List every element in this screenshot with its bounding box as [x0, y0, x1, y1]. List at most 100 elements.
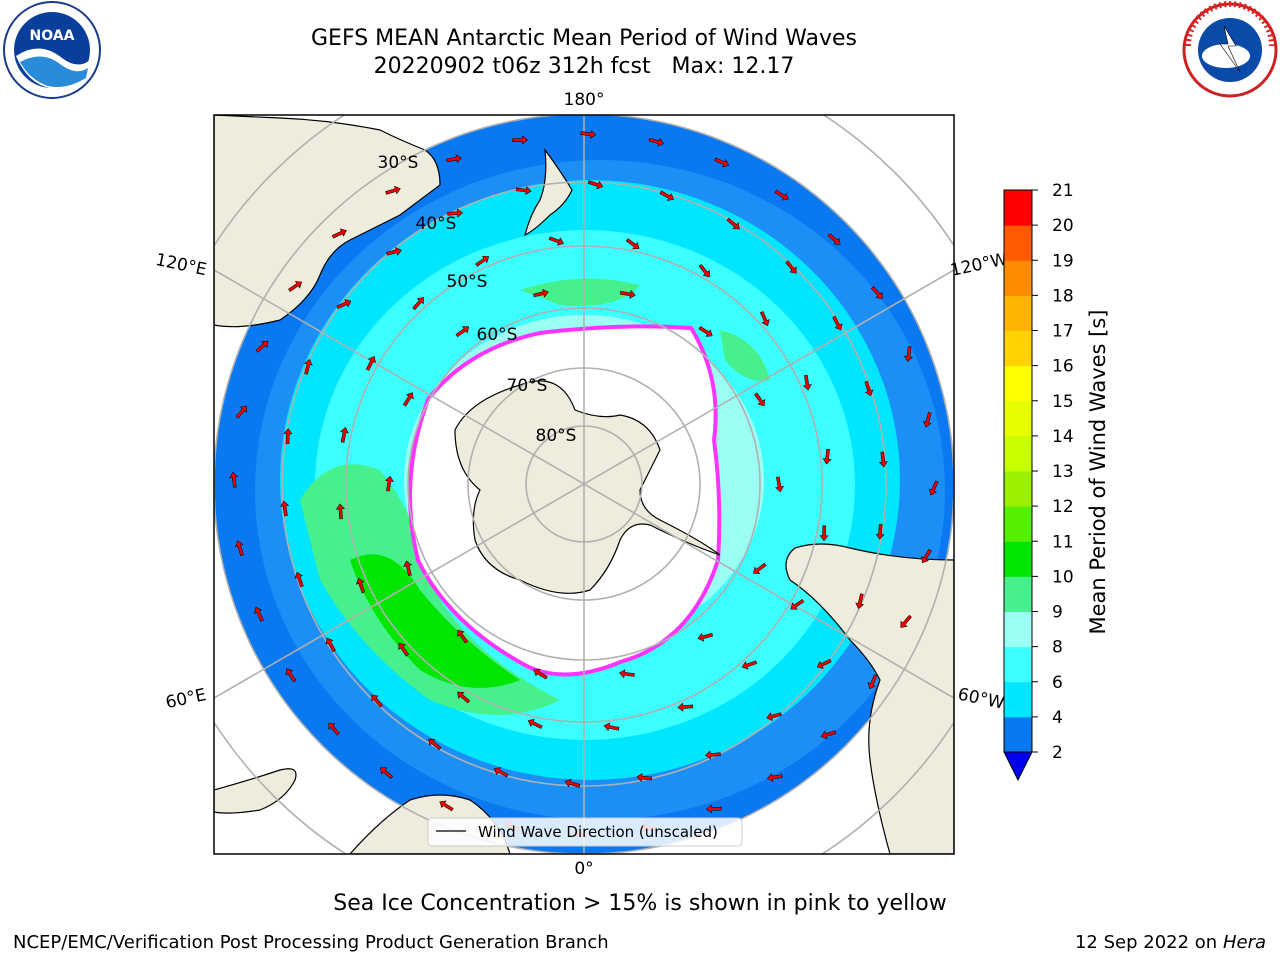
lon-label-180: 180°: [564, 90, 605, 110]
wind-wave-arrow: [412, 297, 424, 311]
colorbar-label: Mean Period of Wind Waves [s]: [1086, 310, 1110, 635]
wind-wave-arrow: [384, 475, 394, 492]
nws-logo-icon: [1182, 1, 1278, 98]
colorbar-tick-label: 10: [1052, 567, 1074, 587]
wind-wave-arrow: [548, 236, 564, 246]
wind-wave-arrow: [325, 637, 336, 653]
wind-wave-arrow: [827, 233, 841, 245]
wind-wave-arrow: [285, 668, 297, 683]
map-frame: [213, 114, 955, 855]
wind-wave-arrow: [785, 260, 797, 274]
wind-wave-arrow: [832, 315, 843, 331]
colorbar-tick-label: 17: [1052, 322, 1074, 342]
colorbar-segment: [1004, 365, 1032, 402]
wind-wave-arrow: [255, 340, 269, 353]
wind-wave-arrow: [512, 135, 528, 145]
wind-wave-arrow: [493, 767, 509, 778]
colorbar-tick-label: 16: [1052, 357, 1074, 377]
wind-wave-arrow: [475, 255, 490, 267]
wind-wave-arrow: [822, 448, 832, 465]
colorbar-segment: [1004, 611, 1032, 648]
wind-wave-arrow: [855, 593, 865, 609]
noaa-logo-text: NOAA: [30, 28, 75, 44]
wind-wave-arrow: [603, 722, 620, 732]
wind-wave-arrow: [677, 702, 694, 712]
colorbar-tick-label: 13: [1052, 462, 1074, 482]
lat-label-40s: 40°S: [416, 214, 457, 234]
colorbar-tick-label: 4: [1052, 708, 1063, 728]
colorbar-segment: [1004, 681, 1032, 718]
wind-wave-arrow: [335, 503, 345, 520]
wind-wave-arrow: [767, 773, 783, 782]
wind-wave-arrow: [698, 326, 713, 337]
wind-wave-arrow: [253, 606, 264, 622]
wind-wave-arrow: [294, 571, 304, 588]
wind-wave-arrow: [455, 326, 470, 338]
wind-wave-arrow: [878, 451, 888, 468]
wind-wave-arrow: [871, 286, 883, 300]
wind-wave-arrow: [659, 190, 675, 201]
noaa-logo-icon: NOAA: [3, 1, 101, 99]
wind-wave-arrow: [385, 185, 401, 195]
colorbar-tick-label: 20: [1052, 216, 1074, 236]
wind-wave-arrow: [648, 137, 665, 147]
wind-wave-arrow: [365, 355, 376, 371]
wind-wave-arrow: [714, 157, 730, 168]
colorbar-segment: [1004, 190, 1032, 226]
wind-wave-arrow: [229, 471, 239, 488]
wind-wave-arrow: [533, 288, 549, 298]
wind-wave-arrow: [288, 281, 303, 292]
lat-label-80s: 80°S: [536, 426, 577, 446]
wind-wave-arrow: [355, 577, 366, 594]
wind-wave-arrow: [922, 412, 932, 428]
wind-wave-arrow: [403, 560, 413, 577]
wind-wave-arrow: [705, 750, 721, 760]
colorbar-segment: [1004, 295, 1032, 331]
colorbar-tick-label: 8: [1052, 638, 1063, 658]
wind-wave-arrow: [234, 540, 244, 556]
wind-wave-arrow: [386, 247, 402, 256]
map-legend: Wind Wave Direction (unscaled): [427, 817, 743, 847]
date-text: 12 Sep 2022 on: [1074, 932, 1218, 953]
wind-wave-arrow: [802, 374, 812, 391]
wind-wave-arrow: [371, 694, 383, 708]
wind-wave-arrow: [726, 217, 740, 230]
wind-wave-arrow: [820, 730, 837, 740]
wind-wave-arrow: [447, 208, 463, 218]
colorbar-tick-label: 6: [1052, 673, 1063, 693]
chart-subtitle: 20220902 t06z 312h fcst Max: 12.17: [373, 54, 795, 79]
wind-wave-arrow: [766, 712, 782, 721]
wind-wave-arrow: [706, 804, 722, 814]
colorbar: 2 4 6 8 9 10 11 12 13 14 15 16 17 18 19 20 21: [1003, 181, 1074, 782]
graticule: [214, 115, 954, 854]
colorbar-segment: [1004, 716, 1032, 753]
wind-wave-arrow: [587, 180, 604, 190]
wind-wave-arrow: [580, 129, 597, 139]
wind-wave-arrow: [636, 773, 653, 783]
lon-label-60e: 60°E: [164, 685, 208, 713]
colorbar-tick-label: 12: [1052, 497, 1074, 517]
antarctica-landmass: [454, 380, 721, 594]
wind-wave-arrow: [336, 299, 352, 310]
wind-wave-arrow: [564, 778, 581, 788]
wind-wave-arrow: [379, 767, 394, 779]
wind-wave-arrow: [625, 238, 640, 250]
wind-wave-arrow: [457, 691, 471, 704]
wind-wave-arrow: [754, 392, 765, 407]
wind-wave-arrow: [303, 359, 313, 375]
colorbar-tick-label: 18: [1052, 286, 1074, 306]
colorbar-under-triangle: [1003, 751, 1033, 782]
colorbar-tick-label: 21: [1052, 181, 1074, 201]
wind-wave-arrow: [697, 632, 714, 642]
wind-wave-arrow: [428, 738, 442, 751]
wind-wave-arrow: [402, 392, 414, 407]
lon-label-60w: 60°W: [956, 684, 1006, 713]
colorbar-segment: [1004, 330, 1032, 367]
wind-wave-arrow: [280, 500, 290, 517]
colorbar-segment: [1004, 225, 1032, 261]
legend-label: Wind Wave Direction (unscaled): [478, 823, 718, 841]
colorbar-segment: [1004, 541, 1032, 577]
australia-landmass: [214, 115, 441, 328]
wind-wave-arrow: [867, 674, 878, 690]
lat-label-60s: 60°S: [477, 325, 518, 345]
